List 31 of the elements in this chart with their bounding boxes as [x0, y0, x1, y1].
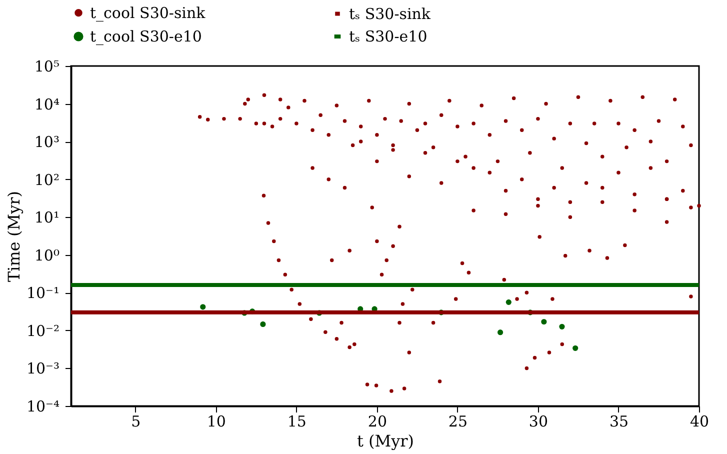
point: [200, 304, 206, 310]
x-tick-label: 15: [287, 412, 306, 430]
y-tick-label: 10⁻³: [26, 360, 60, 378]
y-tick-label: 10⁴: [34, 95, 60, 114]
point: [541, 318, 547, 325]
x-tick-label: 20: [368, 412, 387, 430]
y-tick-label: 10²: [34, 170, 60, 189]
point: [572, 345, 578, 351]
x-tick-label: 40: [690, 412, 710, 430]
legend-label: t_cool S30-e10: [90, 28, 202, 46]
point: [559, 324, 565, 330]
y-tick-label: 10⁻⁴: [26, 398, 60, 416]
x-axis-title: t (Myr): [356, 432, 414, 450]
x-tick-label: 35: [609, 412, 629, 430]
y-tick-label: 10³: [34, 133, 60, 152]
y-tick-label: 10⁻²: [26, 322, 60, 340]
y-tick-label: 10⁻¹: [26, 284, 60, 302]
x-tick-label: 25: [448, 412, 468, 430]
y-tick-label: 10⁵: [34, 58, 60, 76]
point: [260, 321, 266, 328]
y-tick-label: 10¹: [34, 208, 60, 227]
x-tick-label: 5: [131, 412, 141, 430]
legend-label: t_cool S30-sink: [90, 4, 206, 22]
point: [497, 330, 504, 336]
legend-label: tₛ S30-sink: [349, 4, 432, 23]
y-axis-title: Time (Myr): [4, 190, 24, 282]
legend-label: tₛ S30-e10: [349, 28, 428, 46]
point: [506, 299, 512, 305]
x-tick-label: 10: [206, 412, 226, 430]
y-tick-label: 10⁰: [34, 246, 60, 264]
x-tick-label: 30: [528, 412, 548, 430]
